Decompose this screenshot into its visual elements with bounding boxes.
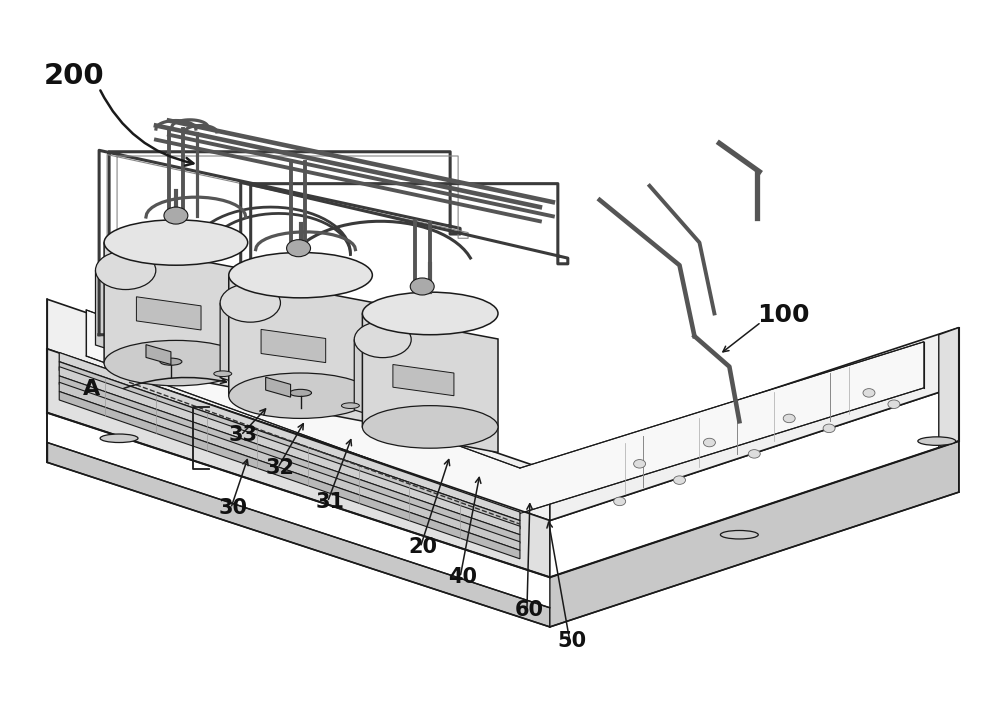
Polygon shape bbox=[395, 409, 420, 429]
Polygon shape bbox=[550, 441, 959, 627]
Polygon shape bbox=[59, 376, 520, 543]
Circle shape bbox=[674, 476, 685, 484]
Polygon shape bbox=[47, 349, 550, 577]
Text: 20: 20 bbox=[408, 538, 437, 557]
Circle shape bbox=[634, 459, 646, 468]
Ellipse shape bbox=[104, 340, 248, 386]
Polygon shape bbox=[59, 392, 520, 559]
Circle shape bbox=[164, 207, 188, 224]
Polygon shape bbox=[47, 443, 550, 627]
Circle shape bbox=[614, 497, 626, 506]
Ellipse shape bbox=[354, 321, 411, 357]
Polygon shape bbox=[104, 243, 248, 390]
Text: 50: 50 bbox=[558, 631, 587, 651]
Circle shape bbox=[748, 449, 760, 458]
Polygon shape bbox=[939, 328, 959, 448]
Text: A: A bbox=[83, 379, 100, 399]
Polygon shape bbox=[229, 275, 372, 423]
Ellipse shape bbox=[341, 403, 359, 409]
Ellipse shape bbox=[918, 437, 956, 446]
Circle shape bbox=[783, 414, 795, 423]
Circle shape bbox=[410, 278, 434, 295]
Circle shape bbox=[823, 424, 835, 433]
Text: 200: 200 bbox=[43, 62, 104, 90]
Ellipse shape bbox=[220, 283, 280, 322]
Text: 100: 100 bbox=[757, 303, 810, 327]
Circle shape bbox=[287, 240, 311, 257]
Polygon shape bbox=[362, 313, 498, 452]
Ellipse shape bbox=[100, 434, 138, 443]
Ellipse shape bbox=[362, 406, 498, 448]
Polygon shape bbox=[95, 271, 156, 365]
Ellipse shape bbox=[720, 530, 758, 539]
Text: 32: 32 bbox=[266, 458, 295, 478]
Ellipse shape bbox=[417, 421, 439, 428]
Text: 30: 30 bbox=[219, 498, 248, 518]
Circle shape bbox=[888, 400, 900, 409]
Circle shape bbox=[703, 439, 715, 447]
Polygon shape bbox=[146, 345, 171, 365]
Text: 40: 40 bbox=[448, 567, 477, 587]
Polygon shape bbox=[550, 328, 959, 520]
Circle shape bbox=[863, 389, 875, 397]
Polygon shape bbox=[59, 352, 520, 520]
Text: 33: 33 bbox=[229, 426, 258, 446]
Ellipse shape bbox=[104, 220, 248, 265]
Ellipse shape bbox=[229, 253, 372, 298]
Ellipse shape bbox=[469, 434, 487, 440]
Polygon shape bbox=[47, 299, 959, 520]
Polygon shape bbox=[266, 377, 291, 397]
Polygon shape bbox=[86, 310, 924, 513]
Ellipse shape bbox=[290, 389, 312, 397]
Ellipse shape bbox=[160, 358, 182, 365]
Ellipse shape bbox=[362, 292, 498, 335]
Ellipse shape bbox=[214, 371, 232, 377]
Text: 60: 60 bbox=[515, 600, 544, 620]
Polygon shape bbox=[59, 362, 520, 529]
Polygon shape bbox=[220, 303, 280, 397]
Polygon shape bbox=[59, 382, 520, 550]
Polygon shape bbox=[261, 330, 326, 362]
Ellipse shape bbox=[229, 373, 372, 419]
Ellipse shape bbox=[95, 251, 156, 290]
Polygon shape bbox=[393, 365, 454, 396]
Polygon shape bbox=[136, 297, 201, 330]
Polygon shape bbox=[59, 367, 520, 535]
Text: 31: 31 bbox=[316, 492, 345, 512]
Polygon shape bbox=[354, 340, 411, 428]
